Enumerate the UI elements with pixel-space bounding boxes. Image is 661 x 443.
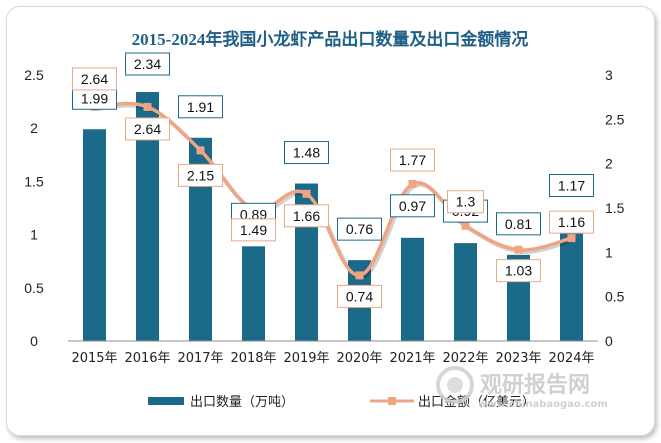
line-point (196, 146, 205, 155)
line-value-label-box (390, 148, 435, 172)
left-tick-label: 0 (30, 333, 38, 349)
x-tick-label: 2024年 (548, 351, 594, 366)
line-value-label: 1.66 (293, 208, 320, 224)
legend-bar-swatch (148, 397, 184, 405)
right-tick-label: 3 (605, 67, 613, 83)
line-value-label-box (72, 67, 117, 91)
line-value-label: 1.49 (240, 222, 267, 238)
left-tick-label: 2.5 (24, 67, 44, 83)
watermark-logo-icon (436, 366, 474, 404)
bar-value-label-box (496, 212, 541, 236)
legend: 出口数量（万吨） 出口金额（亿美元） (148, 394, 535, 410)
right-tick-label: 0.5 (605, 289, 625, 305)
line-value-label: 2.15 (187, 167, 214, 183)
line-value-label-box (125, 117, 170, 141)
line-value-label-box (549, 210, 594, 234)
bar-series (83, 92, 583, 341)
bar-value-label: 1.91 (187, 99, 214, 115)
legend-bar-label: 出口数量（万吨） (190, 395, 294, 410)
right-axis-ticks: 0 0.5 1 1.5 2 2.5 3 (605, 67, 625, 349)
line-point (408, 180, 417, 189)
left-tick-label: 1 (30, 227, 38, 243)
right-tick-label: 2.5 (605, 111, 625, 127)
line-value-label-box (178, 163, 223, 187)
line-point (514, 245, 523, 254)
line-point (355, 271, 364, 280)
right-tick-label: 1.5 (605, 200, 625, 216)
watermark-brand: 观研报告网 (480, 373, 590, 398)
left-axis-ticks: 0 0.5 1 1.5 2 2.5 (24, 67, 44, 349)
left-tick-label: 1.5 (24, 173, 44, 189)
line-point (567, 234, 576, 243)
line-point (143, 102, 152, 111)
line-value-label: 2.64 (134, 121, 161, 137)
line-value-label: 1.03 (505, 263, 532, 279)
line-data-labels: 2.64 2.64 2.15 1.49 1.66 0.74 1.77 1.3 1.03 1.16 (72, 67, 594, 308)
bar-value-label-box (390, 194, 435, 218)
line-point (461, 221, 470, 230)
bar (560, 216, 583, 341)
bar-value-label: 1.17 (558, 178, 585, 194)
bar-value-label: 0.76 (346, 221, 373, 237)
bar-value-label: 0.97 (399, 198, 426, 214)
legend-line-marker (388, 397, 396, 405)
bar (242, 246, 265, 341)
bar-value-label: 0.89 (240, 206, 267, 222)
bar-value-label-box (125, 52, 170, 76)
bar-value-label: 1.99 (81, 90, 108, 106)
line-path (94, 101, 572, 278)
bar-value-label-box (178, 95, 223, 119)
line-value-label-box (447, 190, 484, 214)
line-value-label: 1.77 (399, 152, 426, 168)
x-tick-label: 2022年 (442, 351, 488, 366)
bar (401, 237, 424, 341)
bar (136, 92, 159, 341)
bar (189, 137, 212, 341)
left-tick-label: 0.5 (24, 280, 44, 296)
left-tick-label: 2 (30, 120, 38, 136)
x-tick-label: 2019年 (283, 351, 329, 366)
bar-value-label-box (284, 141, 329, 165)
bar-value-label-box (337, 217, 382, 241)
bar-value-label-box (549, 174, 594, 198)
watermark-site: www.chinabaogao.com (478, 399, 608, 410)
line-value-label: 1.16 (558, 214, 585, 230)
line-value-label: 2.64 (81, 71, 108, 87)
watermark-logo-dot (447, 377, 463, 393)
bar-value-label: 2.34 (134, 56, 161, 72)
x-tick-label: 2017年 (177, 351, 223, 366)
line-value-label-box (284, 204, 329, 228)
bar (454, 243, 477, 341)
line-value-label-box (337, 284, 382, 308)
x-tick-label: 2015年 (71, 351, 117, 366)
x-tick-label: 2016年 (124, 351, 170, 366)
x-tick-label: 2020年 (336, 351, 382, 366)
right-tick-label: 0 (605, 333, 613, 349)
x-axis-ticks: 2015年 2016年 2017年 2018年 2019年 2020年 2021年 2022年… (71, 351, 594, 366)
line-value-label: 1.3 (456, 194, 476, 210)
line-value-label-box (231, 218, 276, 242)
bar-value-label: 0.81 (505, 216, 532, 232)
bar (83, 129, 106, 341)
bar-value-label: 1.48 (293, 145, 320, 161)
watermark: 观研报告网 www.chinabaogao.com (436, 366, 608, 410)
chart-title: 2015-2024年我国小龙虾产品出口数量及出口金额情况 (132, 29, 529, 49)
right-tick-label: 2 (605, 156, 613, 172)
x-tick-label: 2018年 (230, 351, 276, 366)
line-point (302, 189, 311, 198)
line-value-label-box (496, 259, 541, 283)
x-tick-label: 2023年 (495, 351, 541, 366)
right-tick-label: 1 (605, 244, 613, 260)
x-tick-label: 2021年 (389, 351, 435, 366)
line-value-label: 0.74 (346, 288, 373, 304)
